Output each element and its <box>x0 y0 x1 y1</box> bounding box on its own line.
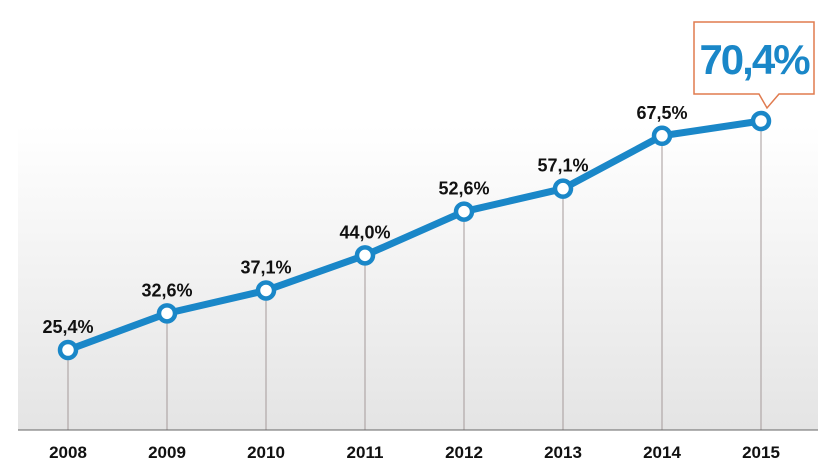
callout-value: 70,4% <box>699 36 810 83</box>
data-label-2009: 32,6% <box>141 280 192 300</box>
x-tick-label-2014: 2014 <box>643 443 681 462</box>
callout-box <box>693 21 815 110</box>
data-label-2014: 67,5% <box>636 103 687 123</box>
highlight-callout: 70,4% <box>693 21 815 110</box>
data-label-2012: 52,6% <box>438 179 489 199</box>
data-label-2013: 57,1% <box>537 156 588 176</box>
data-label-2008: 25,4% <box>42 317 93 337</box>
x-tick-label-2012: 2012 <box>445 443 483 462</box>
data-point-2008 <box>57 339 79 361</box>
data-point-2010 <box>255 280 277 301</box>
data-label-2010: 37,1% <box>240 257 291 277</box>
data-point-2011 <box>354 245 376 266</box>
data-point-2015 <box>750 110 772 132</box>
data-point-2012 <box>453 201 475 222</box>
data-label-2011: 44,0% <box>339 222 390 242</box>
data-point-2013 <box>552 178 574 199</box>
x-tick-label-2013: 2013 <box>544 443 582 462</box>
series-line <box>64 117 765 354</box>
x-tick-label-2009: 2009 <box>148 443 186 462</box>
data-point-2014 <box>651 125 673 147</box>
x-tick-label-2015: 2015 <box>742 443 780 462</box>
x-tick-label-2008: 2008 <box>49 443 87 462</box>
x-tick-label-2011: 2011 <box>347 443 384 462</box>
x-tick-label-2010: 2010 <box>247 443 285 462</box>
plot-background <box>18 125 818 430</box>
data-point-2009 <box>156 303 178 324</box>
